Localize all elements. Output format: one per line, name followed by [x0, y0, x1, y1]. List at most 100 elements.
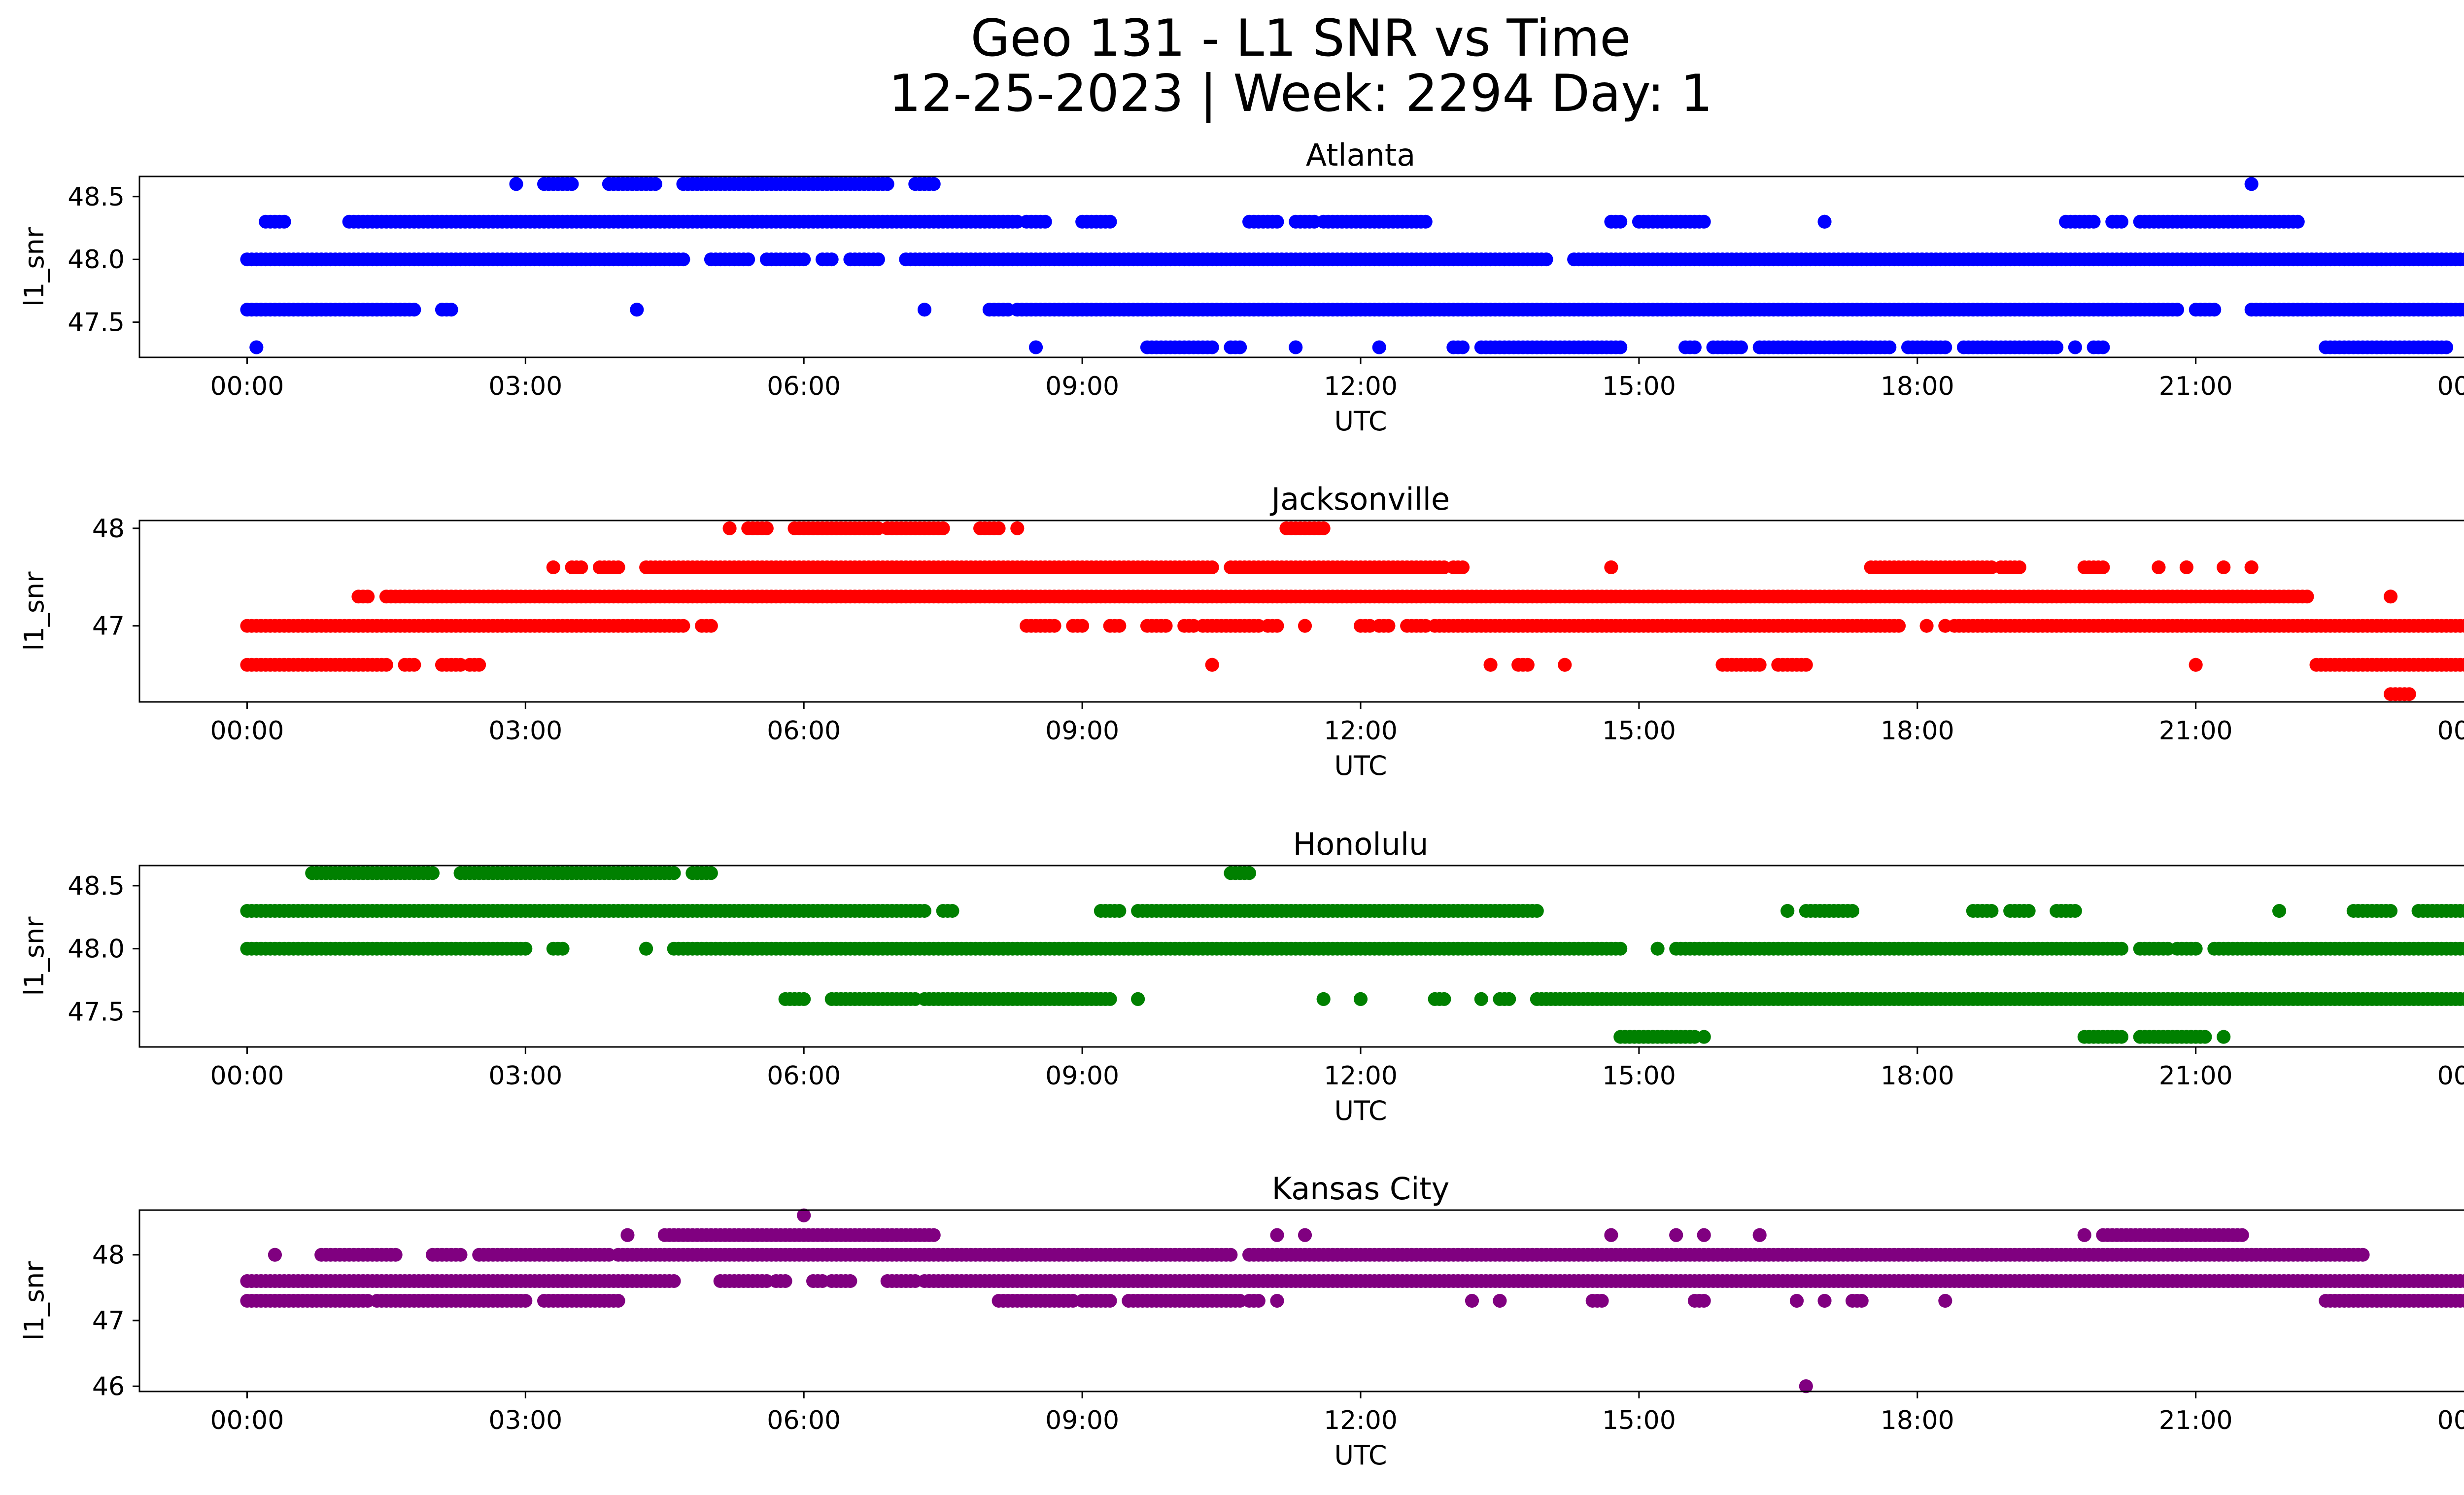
data-point: [1882, 340, 1897, 354]
data-point: [1752, 658, 1767, 672]
x-tick-label: 03:00: [488, 1061, 562, 1091]
data-point: [1790, 1294, 1804, 1308]
data-point: [2458, 941, 2464, 956]
data-point: [426, 866, 440, 880]
y-tick-label: 48.5: [68, 871, 125, 901]
data-point: [574, 560, 588, 574]
data-point: [2012, 560, 2026, 574]
data-point: [918, 303, 931, 317]
data-point: [1205, 340, 1219, 354]
data-point: [871, 252, 885, 267]
data-point: [676, 252, 690, 267]
data-point: [2235, 1228, 2249, 1242]
x-tick-label: 00:00: [210, 716, 284, 746]
data-point: [1316, 992, 1331, 1006]
data-point: [1595, 1294, 1609, 1308]
data-point: [926, 177, 941, 191]
data-point: [1112, 619, 1127, 633]
data-point: [1697, 1030, 1711, 1044]
data-point: [1817, 1294, 1832, 1308]
data-point: [918, 904, 931, 918]
data-point: [1038, 214, 1052, 229]
data-point: [2115, 941, 2128, 956]
data-point: [1381, 619, 1396, 633]
data-point: [1985, 904, 1999, 918]
axes-frame: [138, 175, 2464, 358]
data-point: [797, 992, 811, 1006]
data-point: [1483, 658, 1498, 672]
data-point: [1465, 1294, 1479, 1308]
data-point: [1780, 904, 1795, 918]
data-point: [2458, 1294, 2464, 1308]
x-axis-label: UTC: [1334, 406, 1387, 437]
data-point: [1846, 904, 1859, 918]
data-point: [2458, 619, 2464, 633]
data-point: [1650, 941, 1665, 956]
data-point: [797, 1208, 811, 1222]
subplot-title: Honolulu: [1293, 826, 1429, 862]
data-point: [1437, 992, 1451, 1006]
data-point: [1418, 214, 1433, 229]
y-tick-label: 47.5: [68, 308, 125, 338]
data-point: [797, 252, 811, 267]
data-point: [1493, 1294, 1507, 1308]
data-point: [1938, 340, 1952, 354]
data-point: [1892, 619, 1906, 633]
axes-frame: [138, 520, 2464, 703]
scatter-points: [240, 866, 2464, 1044]
data-point: [1539, 252, 1553, 267]
data-point: [1316, 521, 1331, 535]
x-tick-label: 12:00: [1324, 716, 1398, 746]
data-point: [2272, 904, 2287, 918]
x-tick-label: 21:00: [2159, 1061, 2233, 1091]
x-tick-label: 18:00: [1881, 372, 1954, 401]
x-tick-label: 09:00: [1045, 716, 1119, 746]
data-point: [555, 941, 570, 956]
y-tick-label: 48.0: [68, 935, 125, 964]
data-point: [778, 1274, 792, 1288]
data-point: [1298, 1228, 1312, 1242]
data-point: [2463, 906, 2464, 915]
x-tick-label: 15:00: [1602, 1406, 1676, 1435]
data-point: [1613, 214, 1628, 229]
data-point: [2384, 904, 2398, 918]
x-tick-label: 00:00: [2437, 1061, 2464, 1091]
data-point: [1734, 340, 1748, 354]
data-point: [2463, 622, 2464, 630]
data-point: [936, 521, 950, 535]
data-point: [1224, 1248, 1238, 1262]
x-tick-label: 18:00: [1881, 716, 1954, 746]
data-point: [843, 1274, 857, 1288]
data-point: [667, 866, 681, 880]
data-point: [277, 214, 291, 229]
x-tick-label: 03:00: [488, 716, 562, 746]
data-point: [1103, 1294, 1117, 1308]
data-point: [639, 941, 653, 956]
data-point: [2096, 340, 2110, 354]
data-point: [2300, 590, 2314, 604]
data-point: [1687, 340, 1702, 354]
data-point: [1456, 560, 1470, 574]
data-point: [1075, 619, 1090, 633]
data-point: [1205, 560, 1219, 574]
data-point: [2050, 340, 2064, 354]
data-point: [2189, 658, 2203, 672]
x-tick-label: 06:00: [767, 372, 841, 401]
data-point: [2463, 944, 2464, 953]
data-point: [2087, 214, 2101, 229]
x-tick-label: 15:00: [1602, 372, 1676, 401]
data-point: [407, 303, 421, 317]
x-tick-label: 00:00: [210, 372, 284, 401]
data-point: [379, 658, 393, 672]
data-point: [2152, 560, 2166, 574]
data-point: [1799, 658, 1813, 672]
data-point: [2439, 340, 2454, 354]
data-point: [2244, 177, 2259, 191]
x-tick-label: 12:00: [1324, 372, 1398, 401]
data-point: [1502, 992, 1516, 1006]
data-point: [1697, 214, 1711, 229]
data-point: [1697, 1228, 1711, 1242]
data-point: [2356, 1248, 2370, 1262]
